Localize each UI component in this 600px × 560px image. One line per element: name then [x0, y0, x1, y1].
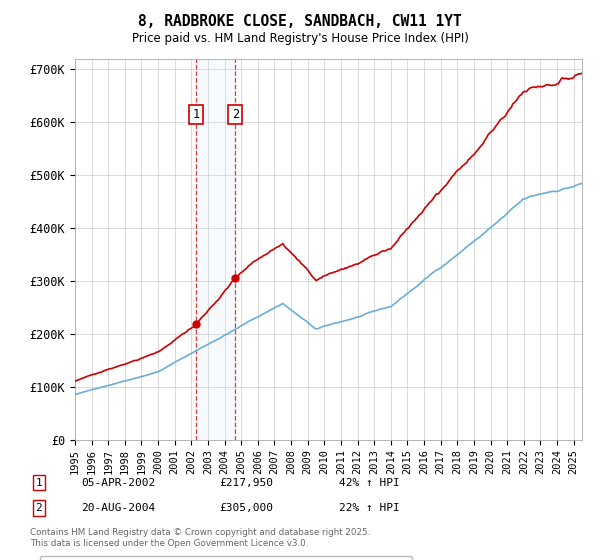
Text: 2: 2	[35, 503, 43, 513]
Text: 8, RADBROKE CLOSE, SANDBACH, CW11 1YT: 8, RADBROKE CLOSE, SANDBACH, CW11 1YT	[138, 14, 462, 29]
Text: 20-AUG-2004: 20-AUG-2004	[81, 503, 155, 513]
Text: 2: 2	[232, 108, 239, 121]
Bar	[196, 59, 235, 440]
Text: 1: 1	[192, 108, 199, 121]
Text: 05-APR-2002: 05-APR-2002	[81, 478, 155, 488]
Text: 22% ↑ HPI: 22% ↑ HPI	[339, 503, 400, 513]
Text: 42% ↑ HPI: 42% ↑ HPI	[339, 478, 400, 488]
Text: £305,000: £305,000	[219, 503, 273, 513]
Text: Price paid vs. HM Land Registry's House Price Index (HPI): Price paid vs. HM Land Registry's House …	[131, 32, 469, 45]
Text: 1: 1	[35, 478, 43, 488]
Text: £217,950: £217,950	[219, 478, 273, 488]
Legend: 8, RADBROKE CLOSE, SANDBACH, CW11 1YT (detached house), HPI: Average price, deta: 8, RADBROKE CLOSE, SANDBACH, CW11 1YT (d…	[40, 556, 412, 560]
Text: Contains HM Land Registry data © Crown copyright and database right 2025.
This d: Contains HM Land Registry data © Crown c…	[30, 528, 370, 548]
